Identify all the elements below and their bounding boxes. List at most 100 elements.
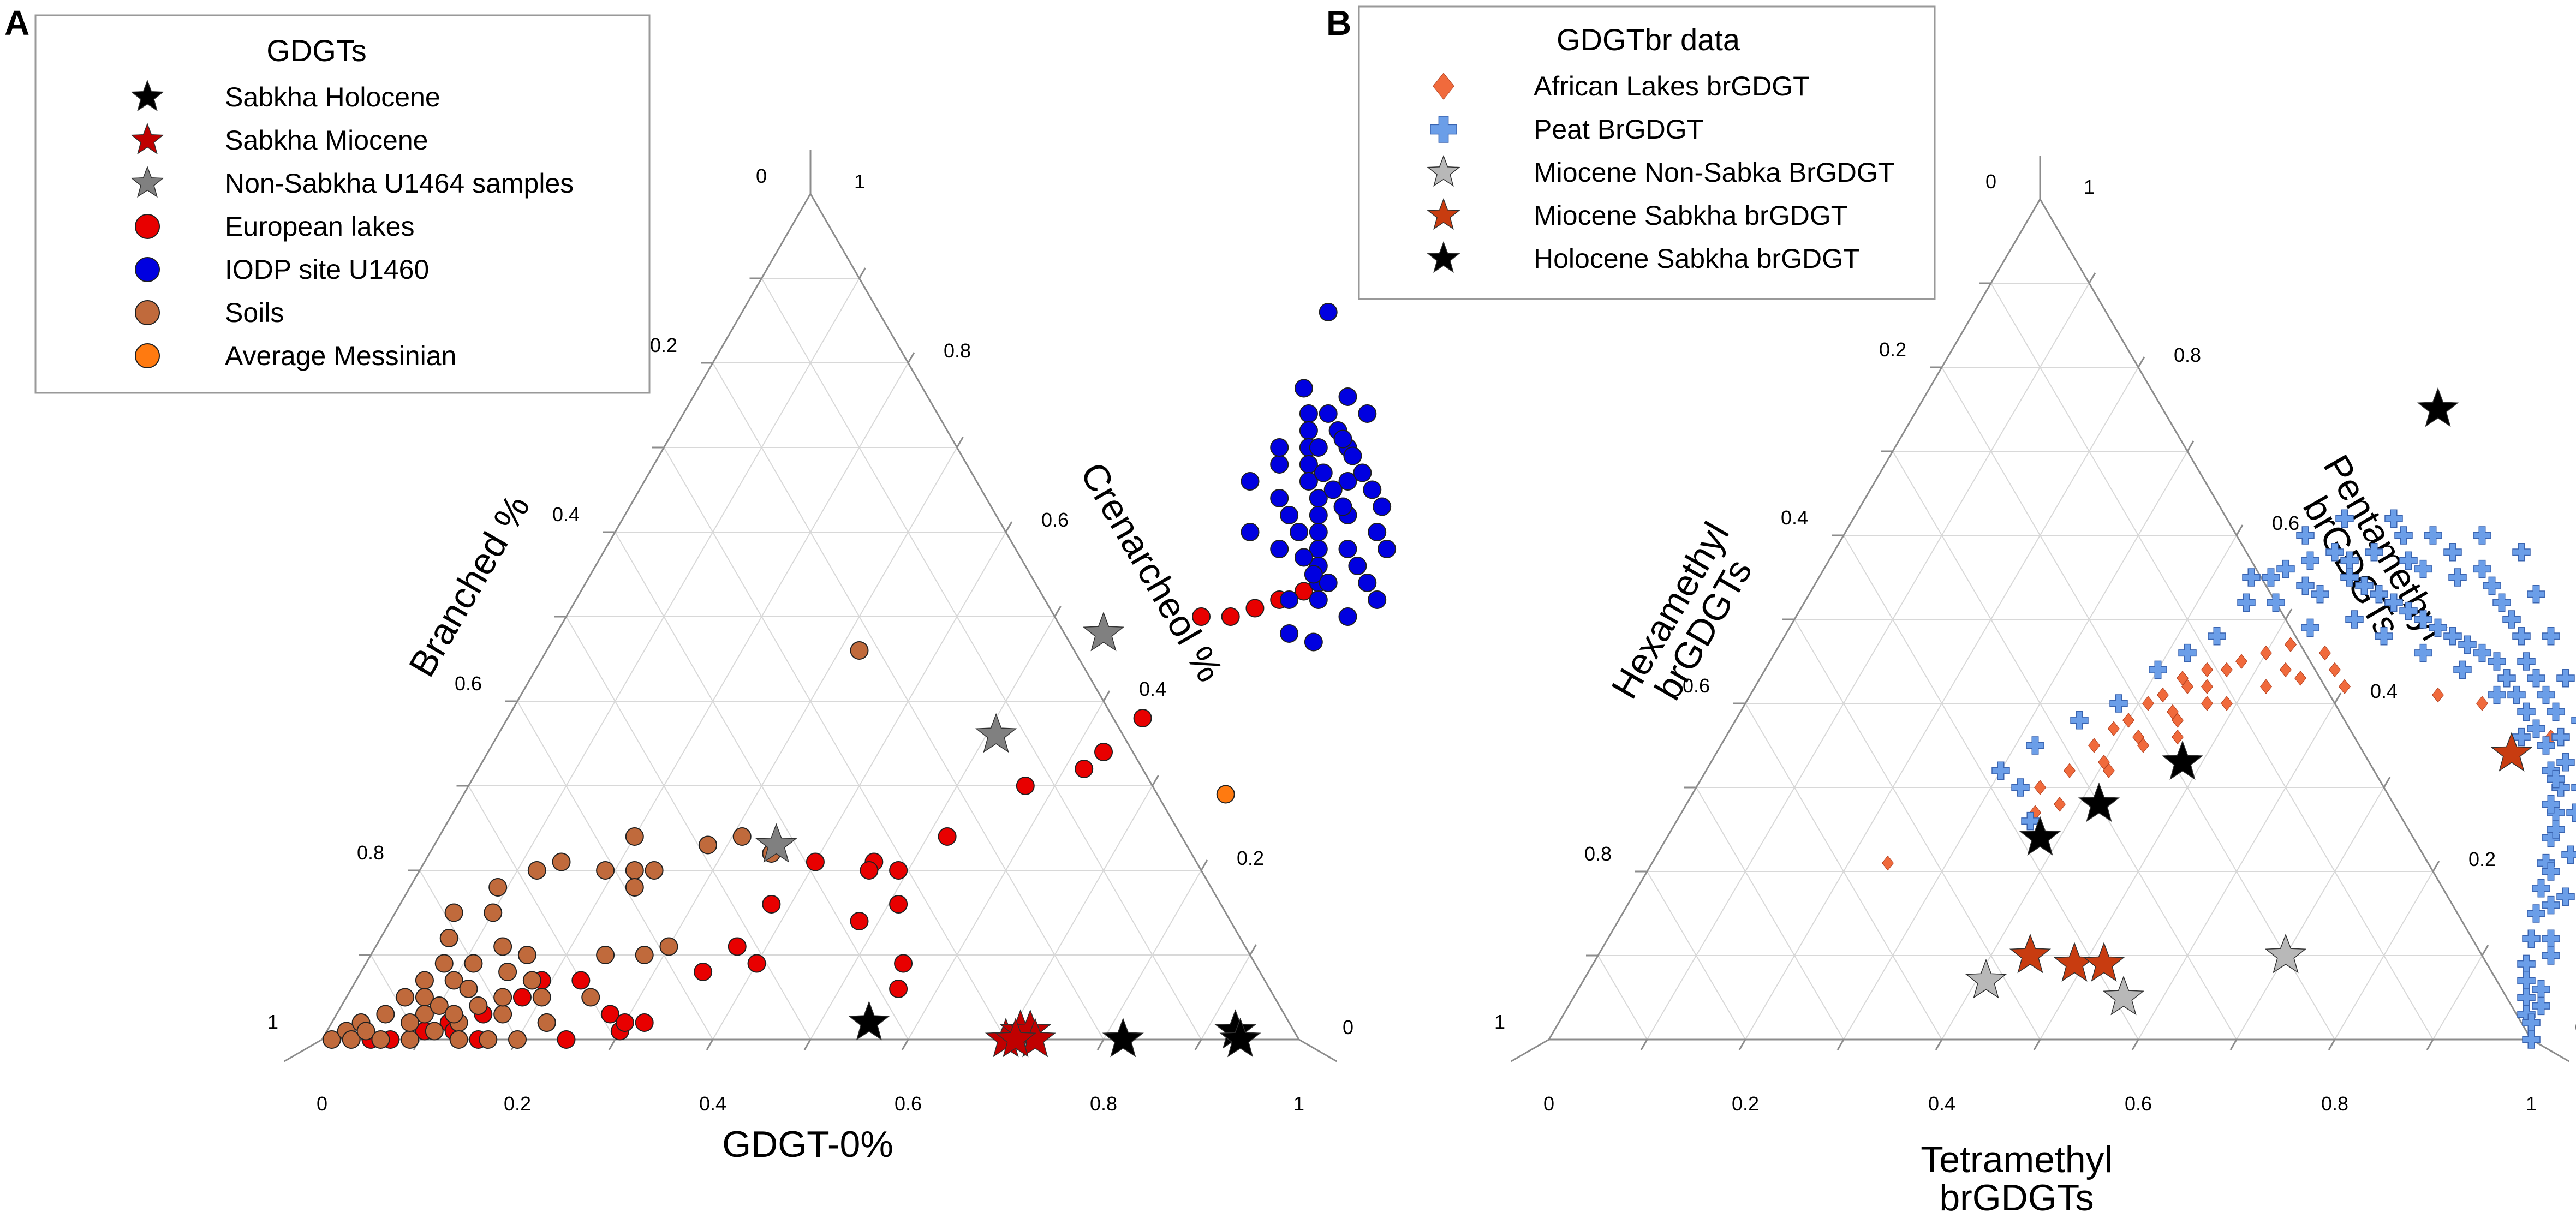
point-soils (596, 861, 615, 880)
tick-mark (1054, 606, 1062, 617)
point-soils (444, 971, 463, 990)
point-sabkha-holocene (1102, 1017, 1144, 1058)
bottom-tick-label: 0.6 (895, 1092, 922, 1115)
point-miocene-non-sabka-brgdgt (2264, 933, 2307, 974)
right-tick-label: 0.4 (2370, 680, 2398, 702)
point-holocene-sabkha-brgdgt (2078, 782, 2120, 822)
point-non-sabkha-u1464-samples (755, 823, 797, 863)
point-iodp-site-u1460 (1304, 632, 1323, 652)
tick-mark (2432, 861, 2440, 872)
vertex-extension (2531, 1038, 2570, 1062)
left-tick-label: 0.2 (650, 334, 677, 356)
right-axis-label: Crenarcheol % (1072, 456, 1231, 689)
point-african-lakes-brgdgt (2201, 696, 2214, 711)
point-peat-brgdgt (2522, 1030, 2541, 1049)
point-european-lakes (694, 963, 713, 981)
bottom-tick-label: 0 (1543, 1092, 1554, 1115)
tick-labels: 0 0.2 0.4 0.6 0.8 1 1 0.8 0.6 0.4 0.2 0 0 0.2 0.4 0.6 0.… (267, 165, 1353, 1115)
point-peat-brgdgt (2178, 643, 2197, 662)
point-soils (596, 946, 615, 964)
grid-line (1597, 955, 1648, 1040)
vertex-extension (1298, 1038, 1338, 1062)
point-european-lakes (1245, 599, 1265, 618)
legend-label: Soils (225, 297, 284, 328)
point-soils (850, 641, 869, 660)
tick-mark (2334, 692, 2342, 704)
point-peat-brgdgt (1991, 761, 2010, 780)
point-iodp-site-u1460 (1304, 565, 1323, 584)
point-soils (625, 861, 644, 880)
grid-line (2040, 619, 2286, 1040)
grid-line (1696, 787, 1844, 1040)
point-peat-brgdgt (2527, 669, 2545, 688)
point-soils (659, 937, 678, 956)
tick-mark (2235, 524, 2244, 536)
point-iodp-site-u1460 (1343, 446, 1362, 465)
point-iodp-site-u1460 (1373, 497, 1392, 516)
legend-marker (1427, 198, 1460, 230)
tick-mark (1152, 775, 1159, 786)
point-soils (415, 971, 434, 990)
grid-line (565, 616, 811, 1040)
point-peat-brgdgt (2443, 543, 2462, 562)
point-peat-brgdgt (2551, 727, 2570, 747)
point-iodp-site-u1460 (1323, 480, 1343, 499)
point-soils (522, 971, 541, 990)
point-iodp-site-u1460 (1309, 523, 1328, 541)
point-iodp-site-u1460 (1358, 574, 1377, 592)
right-tick-label: 0 (2575, 1016, 2576, 1038)
grid-line (2236, 787, 2384, 1040)
point-iodp-site-u1460 (1319, 574, 1338, 592)
point-peat-brgdgt (2488, 685, 2506, 704)
point-peat-brgdgt (2375, 627, 2393, 646)
point-european-lakes (557, 1030, 576, 1049)
point-peat-brgdgt (2424, 526, 2442, 545)
point-peat-brgdgt (2340, 568, 2359, 587)
point-african-lakes-brgdgt (2476, 696, 2489, 711)
point-european-lakes (762, 895, 781, 913)
left-tick-label: 0 (1985, 170, 1996, 193)
tick-mark (907, 352, 915, 363)
tick-mark (2481, 945, 2489, 956)
left-tick-label: 0.6 (1683, 674, 1710, 697)
point-peat-brgdgt (2542, 946, 2560, 965)
point-african-lakes-brgdgt (2181, 679, 2194, 695)
point-soils (498, 963, 517, 981)
tick-mark (1738, 1039, 1746, 1050)
point-iodp-site-u1460 (1241, 472, 1260, 491)
point-peat-brgdgt (2497, 669, 2516, 688)
point-soils (508, 1030, 527, 1049)
point-african-lakes-brgdgt (2318, 645, 2331, 661)
bottom-axis-label-line-1: Tetramethyl (1921, 1139, 2112, 1180)
point-peat-brgdgt (2276, 559, 2295, 578)
tick-mark (2426, 1039, 2434, 1050)
point-peat-brgdgt (2527, 585, 2545, 604)
point-soils (469, 996, 488, 1015)
point-peat-brgdgt (2149, 660, 2167, 679)
bottom-tick-label: 0.4 (1928, 1092, 1955, 1115)
point-soils (425, 1022, 444, 1041)
point-soils (527, 861, 546, 880)
grid-line (1647, 283, 2090, 1040)
point-soils (401, 1013, 420, 1032)
point-soils (376, 1005, 395, 1024)
point-african-lakes-brgdgt (2220, 696, 2233, 711)
tick-mark (2328, 1039, 2336, 1050)
right-tick-label: 0.2 (2468, 848, 2496, 870)
tick-mark (2383, 777, 2391, 788)
legend: GDGTbr data African Lakes brGDGT Peat BrG… (1358, 5, 1936, 300)
ternary-grid (370, 278, 1251, 1040)
point-miocene-sabkha-brgdgt (2053, 942, 2096, 982)
grid-line (1990, 283, 2434, 1040)
legend-label: Sabkha Miocene (225, 125, 428, 156)
point-peat-brgdgt (2522, 929, 2541, 948)
legend-title: GDGTbr data (1557, 22, 1740, 57)
point-peat-brgdgt (2556, 887, 2575, 906)
point-soils (434, 954, 454, 973)
point-peat-brgdgt (2556, 669, 2575, 688)
legend-label: Non-Sabkha U1464 samples (225, 168, 574, 199)
ternary-frame (1510, 156, 2570, 1062)
point-african-lakes-brgdgt (2107, 721, 2120, 737)
legend: GDGTs Sabkha Holocene Sabkha Miocene Non-S… (34, 14, 651, 394)
point-peat-brgdgt (2070, 711, 2089, 730)
